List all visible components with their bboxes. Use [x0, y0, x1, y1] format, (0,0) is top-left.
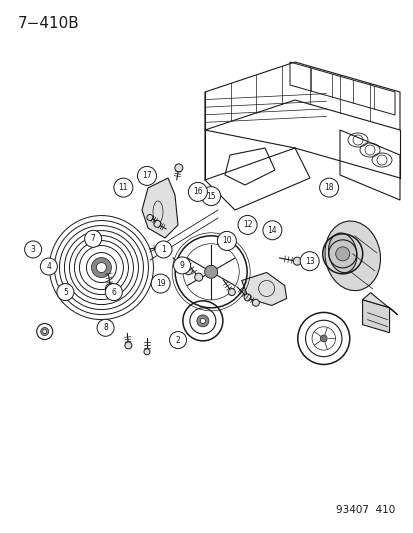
- Text: 12: 12: [242, 221, 252, 229]
- Circle shape: [114, 178, 133, 197]
- Text: 10: 10: [221, 237, 231, 245]
- Circle shape: [252, 299, 259, 306]
- Circle shape: [57, 284, 74, 301]
- Circle shape: [184, 266, 192, 275]
- Circle shape: [154, 241, 172, 258]
- Circle shape: [40, 258, 57, 275]
- Text: 13: 13: [304, 257, 314, 265]
- Circle shape: [40, 327, 49, 336]
- Circle shape: [154, 220, 160, 228]
- Circle shape: [299, 252, 318, 271]
- Text: 18: 18: [324, 183, 333, 192]
- Text: 16: 16: [192, 188, 202, 196]
- Circle shape: [160, 242, 169, 251]
- Text: 4: 4: [46, 262, 51, 271]
- Circle shape: [151, 274, 170, 293]
- Circle shape: [197, 315, 208, 327]
- Circle shape: [84, 230, 102, 247]
- Text: 15: 15: [206, 192, 216, 200]
- Text: 3: 3: [31, 245, 36, 254]
- Circle shape: [105, 284, 122, 301]
- Circle shape: [147, 214, 152, 221]
- Text: 9: 9: [179, 261, 184, 270]
- Polygon shape: [241, 272, 286, 305]
- Circle shape: [217, 231, 236, 251]
- Circle shape: [194, 273, 202, 281]
- Circle shape: [91, 257, 111, 278]
- Text: 11: 11: [119, 183, 128, 192]
- Circle shape: [201, 187, 220, 206]
- Circle shape: [105, 284, 116, 294]
- Text: 7−410B: 7−410B: [18, 16, 80, 31]
- Text: 19: 19: [155, 279, 165, 288]
- Circle shape: [292, 257, 301, 265]
- Circle shape: [244, 294, 250, 301]
- Text: 17: 17: [142, 172, 152, 180]
- Ellipse shape: [324, 221, 380, 290]
- Circle shape: [173, 257, 190, 274]
- Circle shape: [204, 265, 217, 278]
- Polygon shape: [362, 293, 396, 314]
- Circle shape: [188, 182, 207, 201]
- Circle shape: [96, 263, 106, 272]
- Text: 7: 7: [90, 235, 95, 243]
- Circle shape: [97, 319, 114, 336]
- Circle shape: [174, 164, 183, 172]
- Text: 6: 6: [111, 288, 116, 296]
- Ellipse shape: [328, 233, 356, 273]
- Text: 8: 8: [103, 324, 108, 332]
- Polygon shape: [362, 300, 389, 333]
- Circle shape: [320, 335, 326, 342]
- Circle shape: [228, 288, 235, 296]
- Circle shape: [144, 349, 150, 355]
- Text: 5: 5: [63, 288, 68, 296]
- Circle shape: [237, 215, 256, 235]
- Text: 93407  410: 93407 410: [335, 505, 394, 515]
- Text: 14: 14: [267, 226, 277, 235]
- Circle shape: [125, 342, 131, 349]
- Polygon shape: [142, 178, 178, 238]
- Text: 2: 2: [175, 336, 180, 344]
- Circle shape: [200, 318, 205, 324]
- Text: 1: 1: [161, 245, 166, 254]
- Circle shape: [262, 221, 281, 240]
- Circle shape: [169, 332, 186, 349]
- Circle shape: [335, 247, 349, 261]
- Circle shape: [43, 329, 47, 334]
- Circle shape: [24, 241, 42, 258]
- Circle shape: [137, 166, 156, 185]
- Circle shape: [319, 178, 338, 197]
